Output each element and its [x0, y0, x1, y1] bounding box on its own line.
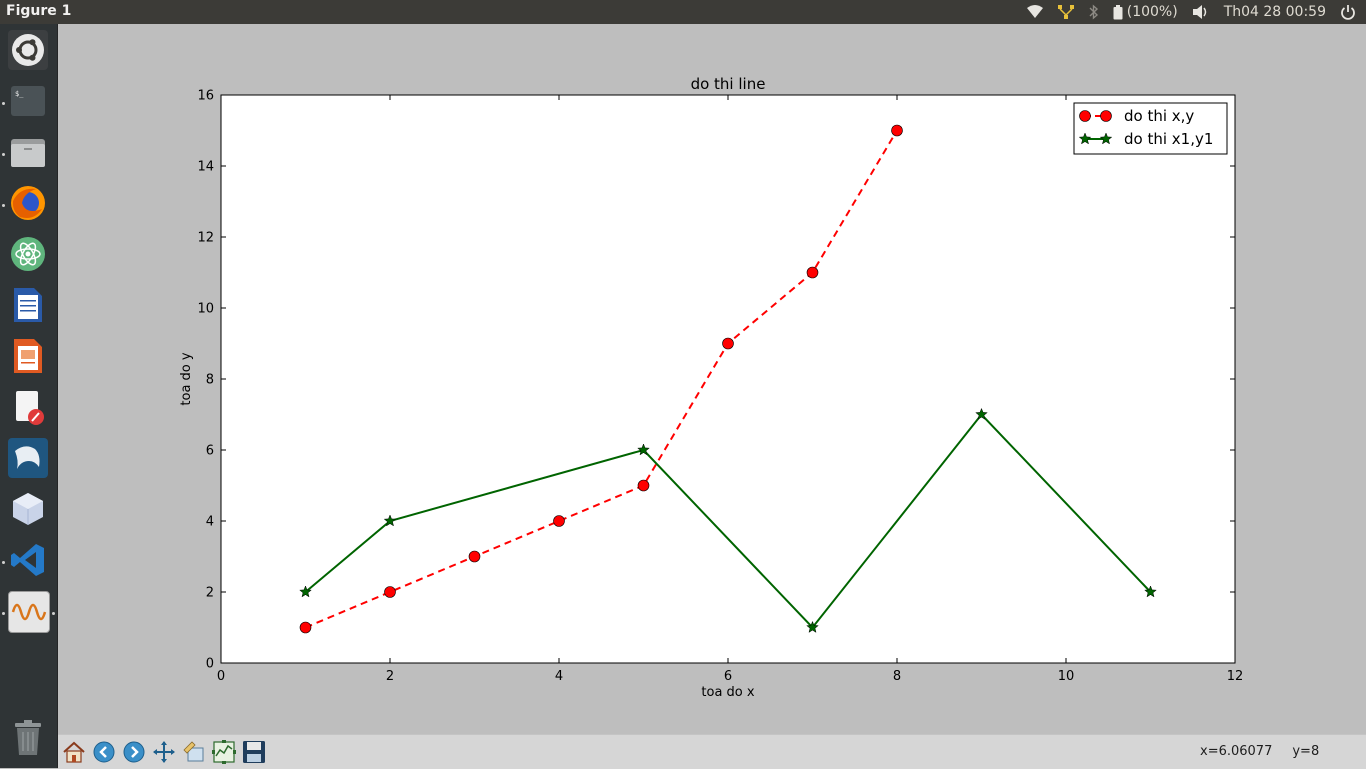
- floppy-disk-icon: [243, 741, 265, 763]
- pan-button[interactable]: [150, 738, 178, 766]
- x-tick-label: 12: [1227, 669, 1244, 684]
- running-indicator: [2, 153, 5, 156]
- series-1-point: [637, 479, 650, 492]
- legend: do thi x,y do thi x1,y1: [1073, 102, 1228, 155]
- legend-box: [1073, 102, 1228, 155]
- series-2-point: [975, 407, 988, 420]
- series-1-point: [468, 550, 481, 563]
- series-2-point: [1144, 585, 1157, 598]
- series-2-point: [806, 620, 819, 633]
- x-tick-label: 10: [1058, 669, 1075, 684]
- focused-indicator: [52, 612, 55, 615]
- line-chart: 0 2 4 6 8 10 12 0 2 4 6 8 10 12 14 16 do thi line toa d…: [179, 75, 1244, 700]
- volume-icon[interactable]: [1192, 4, 1210, 20]
- series-1-point: [299, 621, 312, 634]
- launcher: $_: [0, 24, 58, 768]
- zoom-button[interactable]: [180, 738, 208, 766]
- impress-icon[interactable]: [8, 336, 48, 376]
- y-axis-label: toa do y: [179, 352, 194, 405]
- svg-text:$_: $_: [15, 90, 24, 98]
- running-indicator: [2, 204, 5, 207]
- x-axis-label: toa do x: [701, 685, 754, 700]
- subplots-icon: [212, 740, 236, 764]
- top-panel: Figure 1 (100%) Th04 28 00:59: [0, 0, 1366, 24]
- home-icon: [63, 741, 85, 763]
- axes-frame: [220, 94, 1236, 664]
- legend-marker-series-1: [1100, 110, 1112, 122]
- chart-title: do thi line: [691, 75, 766, 93]
- figure-canvas[interactable]: 0 2 4 6 8 10 12 0 2 4 6 8 10 12 14 16 do thi line toa d…: [58, 24, 1366, 734]
- forward-button[interactable]: [120, 738, 148, 766]
- forward-arrow-icon: [123, 741, 145, 763]
- network-icon[interactable]: [1057, 4, 1075, 20]
- vscode-icon[interactable]: [8, 540, 48, 580]
- move-icon: [153, 741, 175, 763]
- series-2-point: [383, 514, 397, 527]
- y-tick-label: 4: [206, 515, 214, 530]
- series-2-point: [637, 443, 650, 456]
- series-1-point: [806, 266, 819, 279]
- x-tick-label: 4: [555, 669, 563, 684]
- y-tick-label: 14: [197, 160, 214, 175]
- matplotlib-figure-icon[interactable]: [8, 591, 50, 633]
- running-indicator: [2, 102, 5, 105]
- legend-marker-series-1: [1079, 110, 1091, 122]
- y-tick-label: 0: [206, 657, 214, 672]
- ubuntu-dash-icon[interactable]: [8, 30, 48, 70]
- atom-icon[interactable]: [8, 234, 48, 274]
- power-icon[interactable]: [1340, 4, 1356, 20]
- y-tick-label: 8: [206, 373, 214, 388]
- mysql-workbench-icon[interactable]: [8, 438, 48, 478]
- window-title: Figure 1: [6, 3, 72, 19]
- wifi-icon[interactable]: [1026, 5, 1043, 19]
- home-button[interactable]: [60, 738, 88, 766]
- zoom-rect-icon: [183, 741, 204, 762]
- terminal-icon[interactable]: $_: [8, 81, 48, 121]
- files-icon[interactable]: [8, 132, 48, 172]
- back-button[interactable]: [90, 738, 118, 766]
- legend-label-series-1: do thi x,y: [1124, 107, 1194, 125]
- running-indicator: [2, 561, 5, 564]
- series-1-point: [891, 124, 903, 137]
- cursor-coordinates: x=6.06077 y=8: [1200, 744, 1339, 759]
- trash-icon[interactable]: [8, 718, 48, 758]
- series-2-line: [304, 412, 1152, 630]
- series-1-point: [384, 586, 396, 598]
- firefox-icon[interactable]: [8, 183, 48, 223]
- y-tick-label: 16: [197, 89, 214, 104]
- bluetooth-icon[interactable]: [1089, 4, 1099, 20]
- text-editor-icon[interactable]: [8, 387, 48, 427]
- navigation-toolbar: x=6.06077 y=8: [58, 734, 1366, 769]
- x-tick-label: 8: [893, 669, 901, 684]
- back-arrow-icon: [93, 741, 115, 763]
- system-tray: (100%) Th04 28 00:59: [1026, 0, 1356, 24]
- series-1-point: [553, 515, 565, 527]
- x-tick-label: 2: [386, 669, 394, 684]
- configure-subplots-button[interactable]: [210, 738, 238, 766]
- legend-label-series-2: do thi x1,y1: [1124, 130, 1213, 148]
- x-tick-label: 6: [724, 669, 732, 684]
- legend-marker-series-2: [1099, 132, 1113, 145]
- legend-marker-series-2: [1078, 132, 1092, 145]
- y-tick-label: 12: [197, 231, 214, 246]
- coord-y: y=8: [1292, 744, 1320, 759]
- y-tick-label: 6: [206, 444, 214, 459]
- axes-background: [221, 95, 1235, 663]
- save-button[interactable]: [240, 738, 268, 766]
- y-tick-label: 10: [197, 302, 214, 317]
- coord-x: x=6.06077: [1200, 744, 1273, 759]
- battery-percent: (100%): [1126, 4, 1178, 20]
- running-indicator: [2, 612, 5, 615]
- y-tick-label: 2: [206, 586, 214, 601]
- writer-icon[interactable]: [8, 285, 48, 325]
- series-2-point: [299, 585, 312, 598]
- series-1-point: [722, 337, 734, 350]
- clock[interactable]: Th04 28 00:59: [1223, 4, 1326, 20]
- virtualbox-icon[interactable]: [8, 489, 48, 529]
- battery-icon[interactable]: (100%): [1113, 4, 1178, 20]
- x-tick-label: 0: [217, 669, 225, 684]
